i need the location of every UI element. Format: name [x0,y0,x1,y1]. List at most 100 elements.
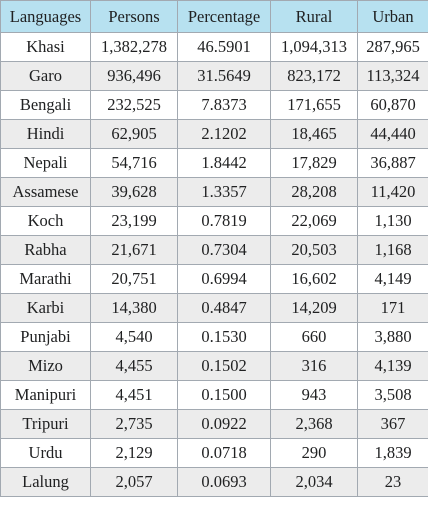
column-header-percentage[interactable]: Percentage [177,0,271,33]
urban-cell: 3,880 [357,322,428,352]
language-cell: Bengali [0,90,91,120]
urban-cell: 4,149 [357,264,428,294]
language-cell: Karbi [0,293,91,323]
persons-cell: 936,496 [90,61,178,91]
percentage-cell: 2.1202 [177,119,271,149]
rural-cell: 290 [270,438,358,468]
column-header-urban[interactable]: Urban [357,0,428,33]
language-cell: Lalung [0,467,91,497]
percentage-cell: 0.0718 [177,438,271,468]
persons-cell: 14,380 [90,293,178,323]
language-cell: Garo [0,61,91,91]
table-row: Garo 936,496 31.5649 823,172 113,324 [0,61,428,91]
language-cell: Khasi [0,32,91,62]
persons-cell: 23,199 [90,206,178,236]
rural-cell: 2,368 [270,409,358,439]
percentage-cell: 0.7304 [177,235,271,265]
language-cell: Marathi [0,264,91,294]
percentage-cell: 7.8373 [177,90,271,120]
table-row: Urdu 2,129 0.0718 290 1,839 [0,438,428,468]
urban-cell: 171 [357,293,428,323]
percentage-cell: 0.1530 [177,322,271,352]
urban-cell: 287,965 [357,32,428,62]
language-cell: Manipuri [0,380,91,410]
urban-cell: 60,870 [357,90,428,120]
language-cell: Urdu [0,438,91,468]
urban-cell: 1,168 [357,235,428,265]
persons-cell: 2,057 [90,467,178,497]
persons-cell: 62,905 [90,119,178,149]
percentage-cell: 31.5649 [177,61,271,91]
persons-cell: 20,751 [90,264,178,294]
table-row: Marathi 20,751 0.6994 16,602 4,149 [0,264,428,294]
percentage-cell: 0.0922 [177,409,271,439]
persons-cell: 39,628 [90,177,178,207]
rural-cell: 1,094,313 [270,32,358,62]
persons-cell: 21,671 [90,235,178,265]
percentage-cell: 1.3357 [177,177,271,207]
table-row: Mizo 4,455 0.1502 316 4,139 [0,351,428,381]
column-header-languages[interactable]: Languages [0,0,91,33]
persons-cell: 2,735 [90,409,178,439]
table-row: Koch 23,199 0.7819 22,069 1,130 [0,206,428,236]
percentage-cell: 46.5901 [177,32,271,62]
language-cell: Assamese [0,177,91,207]
rural-cell: 316 [270,351,358,381]
urban-cell: 113,324 [357,61,428,91]
persons-cell: 54,716 [90,148,178,178]
language-cell: Mizo [0,351,91,381]
rural-cell: 20,503 [270,235,358,265]
table-row: Karbi 14,380 0.4847 14,209 171 [0,293,428,323]
rural-cell: 16,602 [270,264,358,294]
table-header: Languages Persons Percentage Rural Urban [0,0,428,33]
urban-cell: 1,839 [357,438,428,468]
table-row: Lalung 2,057 0.0693 2,034 23 [0,467,428,497]
language-cell: Tripuri [0,409,91,439]
percentage-cell: 0.6994 [177,264,271,294]
urban-cell: 11,420 [357,177,428,207]
header-row: Languages Persons Percentage Rural Urban [0,0,428,33]
urban-cell: 4,139 [357,351,428,381]
urban-cell: 36,887 [357,148,428,178]
percentage-cell: 0.7819 [177,206,271,236]
persons-cell: 4,455 [90,351,178,381]
language-cell: Koch [0,206,91,236]
percentage-cell: 0.1502 [177,351,271,381]
urban-cell: 44,440 [357,119,428,149]
table-row: Nepali 54,716 1.8442 17,829 36,887 [0,148,428,178]
urban-cell: 23 [357,467,428,497]
rural-cell: 18,465 [270,119,358,149]
percentage-cell: 0.0693 [177,467,271,497]
rural-cell: 823,172 [270,61,358,91]
persons-cell: 2,129 [90,438,178,468]
table-row: Hindi 62,905 2.1202 18,465 44,440 [0,119,428,149]
table-row: Manipuri 4,451 0.1500 943 3,508 [0,380,428,410]
rural-cell: 17,829 [270,148,358,178]
persons-cell: 4,451 [90,380,178,410]
rural-cell: 171,655 [270,90,358,120]
column-header-persons[interactable]: Persons [90,0,178,33]
table-body: Khasi 1,382,278 46.5901 1,094,313 287,965 Gar… [0,32,428,497]
rural-cell: 14,209 [270,293,358,323]
language-cell: Nepali [0,148,91,178]
table-row: Assamese 39,628 1.3357 28,208 11,420 [0,177,428,207]
table-row: Tripuri 2,735 0.0922 2,368 367 [0,409,428,439]
persons-cell: 4,540 [90,322,178,352]
percentage-cell: 0.1500 [177,380,271,410]
languages-table: Languages Persons Percentage Rural Urban… [0,0,428,497]
rural-cell: 28,208 [270,177,358,207]
column-header-rural[interactable]: Rural [270,0,358,33]
table-row: Bengali 232,525 7.8373 171,655 60,870 [0,90,428,120]
urban-cell: 1,130 [357,206,428,236]
percentage-cell: 1.8442 [177,148,271,178]
language-cell: Hindi [0,119,91,149]
language-cell: Rabha [0,235,91,265]
language-cell: Punjabi [0,322,91,352]
rural-cell: 943 [270,380,358,410]
percentage-cell: 0.4847 [177,293,271,323]
table-row: Punjabi 4,540 0.1530 660 3,880 [0,322,428,352]
urban-cell: 3,508 [357,380,428,410]
persons-cell: 1,382,278 [90,32,178,62]
persons-cell: 232,525 [90,90,178,120]
urban-cell: 367 [357,409,428,439]
